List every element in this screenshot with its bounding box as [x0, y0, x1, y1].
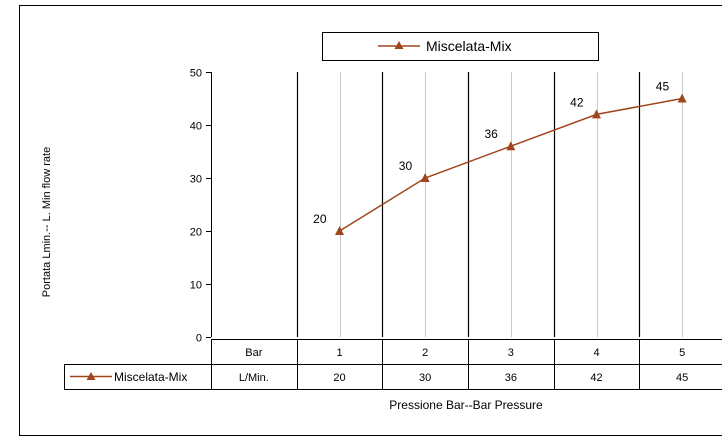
legend: Miscelata-Mix [322, 32, 599, 61]
y-axis-title: Portata Lmin.-- L. Min flow rate [41, 147, 53, 297]
y-tick-label-10: 10 [190, 280, 202, 292]
x-axis-title: Pressione Bar--Bar Pressure [389, 398, 543, 412]
chart-frame [19, 5, 722, 436]
y-tick-label-30: 30 [190, 174, 202, 186]
y-tick-label-50: 50 [190, 68, 202, 80]
y-tick-label-20: 20 [190, 227, 202, 239]
table-value-5: 45 [676, 372, 688, 384]
table-series-name: Miscelata-Mix [114, 370, 187, 384]
table-unit-label: L/Min. [239, 372, 269, 384]
legend-box [322, 32, 599, 61]
data-label-1: 20 [313, 212, 327, 226]
data-point-marker [592, 109, 601, 119]
plot-area: 0 10 20 30 40 50 20 30 36 42 45 [190, 68, 687, 345]
x-tick-label-5: 5 [679, 347, 685, 359]
table-value-2: 30 [419, 372, 431, 384]
data-point-marker [420, 173, 430, 182]
y-tick-label-40: 40 [190, 121, 202, 133]
x-tick-label-1: 1 [336, 347, 342, 359]
data-label-4: 42 [570, 95, 584, 109]
data-label-5: 45 [656, 80, 670, 94]
x-tick-label-4: 4 [593, 347, 599, 359]
data-point-marker [506, 141, 516, 151]
legend-marker-triangle-icon [394, 41, 404, 49]
table-value-4: 42 [590, 372, 602, 384]
data-point-marker [677, 93, 687, 103]
x-tick-label-3: 3 [508, 347, 514, 359]
table-value-1: 20 [333, 372, 345, 384]
y-tick-label-0: 0 [196, 333, 202, 345]
data-point-marker [335, 226, 344, 235]
x-tick-label-2: 2 [422, 347, 428, 359]
table-value-3: 36 [505, 372, 517, 384]
table-header-label: Bar [245, 347, 262, 359]
table-legend-marker-triangle-icon [86, 372, 96, 380]
data-label-3: 36 [484, 127, 498, 141]
legend-label: Miscelata-Mix [426, 38, 512, 54]
data-label-2: 30 [399, 159, 413, 173]
